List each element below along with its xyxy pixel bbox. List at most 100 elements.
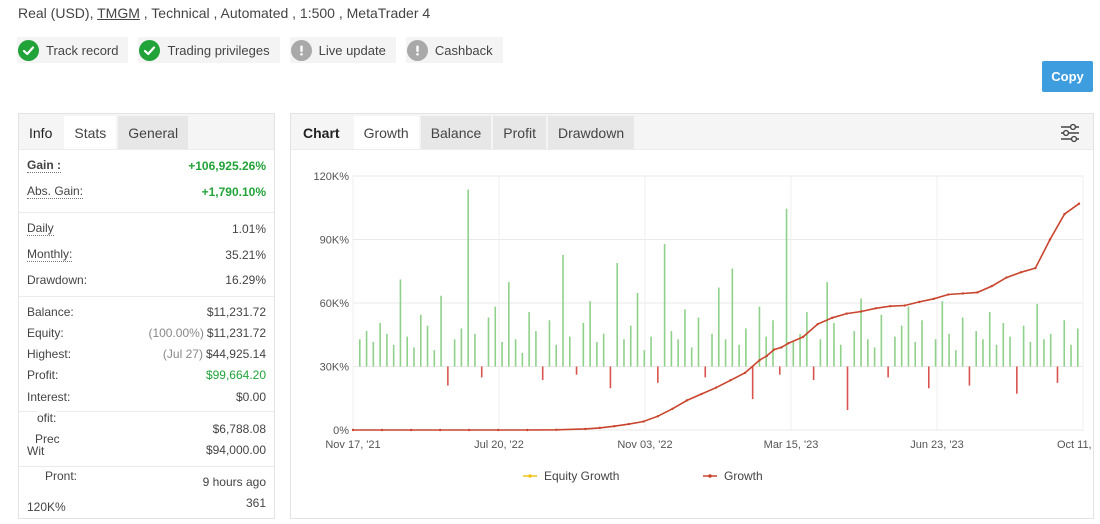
stats-tabs: Info Stats General	[19, 114, 274, 150]
copy-button[interactable]: Copy	[1042, 61, 1093, 92]
daily-bar	[900, 325, 903, 367]
stat-amount: $44,925.14	[205, 347, 266, 361]
daily-bar	[562, 254, 564, 367]
legend-growth-marker	[708, 474, 712, 478]
daily-bar	[670, 331, 673, 367]
tab-chart[interactable]: Chart	[303, 124, 340, 141]
daily-bar	[467, 189, 469, 367]
tab-stats[interactable]: Stats	[64, 116, 117, 149]
tab-growth[interactable]: Growth	[353, 116, 419, 149]
growth-point	[438, 428, 442, 432]
stat-label[interactable]: Monthly:	[27, 247, 73, 262]
daily-bar	[643, 350, 646, 367]
stat-highest: Highest: (Jul 27) $44,925.14	[27, 344, 266, 364]
daily-bar	[596, 342, 598, 367]
daily-bar	[934, 339, 937, 367]
stat-monthly: Monthly: 35.21%	[27, 245, 266, 265]
growth-point	[1048, 238, 1052, 241]
daily-bar	[636, 293, 639, 367]
account-summary: Real (USD), TMGM , Technical , Automated…	[18, 5, 430, 21]
daily-bar	[1063, 320, 1066, 367]
daily-bar	[778, 366, 781, 375]
stat-row-12: $94,000.00	[27, 440, 266, 460]
growth-point	[598, 426, 602, 430]
growth-point	[627, 422, 631, 426]
daily-bar	[629, 325, 632, 367]
x-tick-label: Jul 20, '22	[474, 439, 524, 451]
daily-bar	[921, 320, 923, 367]
stat-row-13: 9 hours ago	[27, 472, 266, 492]
daily-bar	[738, 344, 740, 367]
growth-point	[1063, 212, 1066, 216]
growth-point	[526, 428, 529, 432]
daily-bar	[616, 263, 618, 367]
daily-bar	[826, 282, 828, 367]
badge-track-record[interactable]: Track record	[17, 37, 129, 63]
y-tick-label: 0%	[333, 425, 349, 437]
daily-bar	[799, 333, 801, 367]
sliders-icon[interactable]	[1059, 122, 1081, 144]
stat-value: $6,788.08	[212, 422, 266, 436]
stat-note: (100.00%)	[148, 326, 204, 340]
stat-label: Highest:	[27, 347, 72, 361]
check-icon	[18, 39, 39, 61]
account-details: , Technical , Automated , 1:500 , MetaTr…	[143, 5, 431, 21]
growth-point	[976, 291, 979, 294]
stat-label[interactable]: Gain :	[27, 158, 62, 173]
daily-bar	[1002, 322, 1005, 367]
divider	[19, 212, 274, 213]
badge-cashback[interactable]: Cashback	[405, 37, 503, 63]
daily-bar	[582, 322, 585, 367]
verification-badges: Track record Trading privileges Live upd…	[17, 37, 503, 63]
daily-bar	[413, 347, 415, 367]
daily-bar	[846, 366, 849, 411]
growth-point	[351, 428, 355, 432]
chart-panel: Chart Growth Balance Profit Drawdown 0% 3…	[290, 113, 1094, 519]
daily-bar	[447, 366, 449, 386]
broker-link[interactable]: TMGM	[97, 5, 140, 21]
daily-bar	[758, 306, 761, 367]
daily-bar	[718, 287, 720, 367]
daily-bar	[711, 333, 713, 367]
stat-gain: Gain : +106,925.26%	[27, 156, 266, 176]
daily-bar	[623, 339, 625, 367]
stat-label[interactable]: Abs. Gain:	[27, 184, 84, 199]
daily-bar	[745, 328, 747, 367]
stat-label: Interest:	[27, 390, 71, 404]
daily-bar	[392, 344, 395, 367]
daily-bar	[995, 344, 998, 367]
tab-drawdown[interactable]: Drawdown	[547, 116, 635, 149]
stat-value: (Jul 27) $44,925.14	[163, 347, 266, 361]
tooltip-remnant: 120K%	[27, 500, 66, 514]
daily-bar	[887, 366, 889, 378]
tab-balance[interactable]: Balance	[420, 116, 492, 149]
badge-trading-privileges[interactable]: Trading privileges	[138, 37, 280, 63]
growth-chart[interactable]: 0% 30K% 60K% 90K% 120K% Nov 17, '21 Jul 20, '2…	[291, 150, 1093, 518]
daily-bar	[1049, 333, 1052, 367]
tab-profit[interactable]: Profit	[493, 116, 546, 149]
daily-bar	[1056, 366, 1059, 383]
growth-point	[497, 428, 500, 432]
chart-tabs: Chart Growth Balance Profit Drawdown	[291, 114, 1093, 150]
tab-info[interactable]: Info	[29, 124, 53, 141]
daily-bar	[724, 339, 727, 367]
tab-general[interactable]: General	[118, 116, 189, 149]
stat-value: $99,664.20	[205, 368, 266, 382]
stat-label[interactable]: Daily	[27, 221, 54, 236]
daily-bar	[839, 344, 842, 367]
badge-live-update[interactable]: Live update	[289, 37, 396, 63]
stat-amount: $11,231.72	[206, 326, 266, 340]
daily-bar	[663, 244, 666, 367]
growth-point	[1005, 276, 1008, 279]
daily-bar	[819, 339, 822, 367]
stat-row-11: $6,788.08	[27, 419, 266, 439]
daily-bar	[508, 282, 510, 367]
growth-point	[947, 293, 950, 296]
stat-value: $94,000.00	[205, 443, 266, 457]
x-tick-label: Mar 15, '23	[764, 439, 819, 451]
growth-point	[1019, 271, 1023, 274]
daily-bar	[690, 347, 693, 367]
daily-bar	[785, 208, 788, 367]
daily-bar	[406, 336, 409, 367]
growth-point	[729, 379, 732, 382]
